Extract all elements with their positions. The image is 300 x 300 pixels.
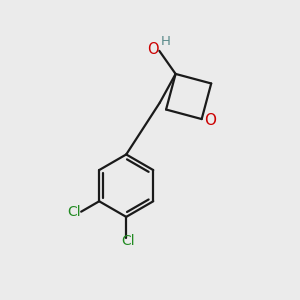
Text: H: H (161, 35, 171, 48)
Text: Cl: Cl (121, 234, 134, 248)
Text: Cl: Cl (67, 205, 81, 219)
Text: O: O (204, 113, 216, 128)
Text: O: O (147, 42, 159, 57)
